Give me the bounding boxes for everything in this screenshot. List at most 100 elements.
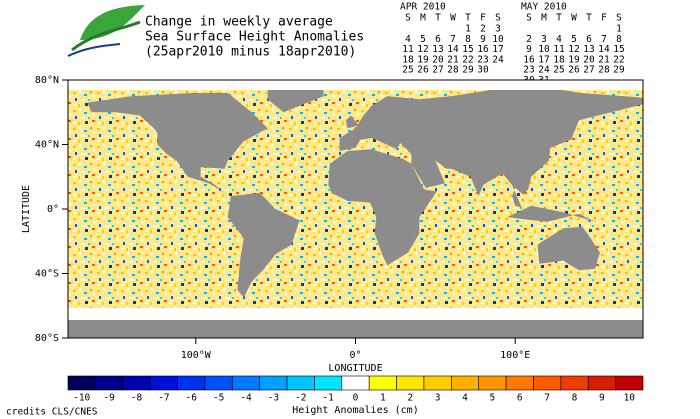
weekday: S <box>616 13 622 24</box>
weekday: W <box>450 13 456 24</box>
y-tick-label: 80°N <box>35 75 59 86</box>
colorbar-swatch <box>533 375 562 391</box>
weekday: T <box>556 13 562 24</box>
colorbar-label: 3 <box>435 393 441 404</box>
colorbar-label: -8 <box>131 393 143 404</box>
colorbar-label: 7 <box>544 393 550 404</box>
y-tick-label: 0° <box>47 204 59 215</box>
calendar-day: 27 <box>583 65 594 76</box>
calendar-day: 28 <box>598 65 610 76</box>
colorbar-label: -5 <box>213 393 224 404</box>
calendar-day: 18 <box>402 54 414 65</box>
title-line: Sea Surface Height Anomalies <box>145 30 364 45</box>
weekday: S <box>495 13 501 24</box>
colorbar-label: 4 <box>462 393 468 404</box>
calendar-day: 17 <box>538 54 549 65</box>
colorbar-label: 8 <box>572 393 578 404</box>
calendar-day: 12 <box>568 44 579 55</box>
y-axis-label: LATITUDE <box>21 185 32 233</box>
colorbar-label: -1 <box>322 393 334 404</box>
colorbar-label: 5 <box>490 393 496 404</box>
colorbar-swatch <box>505 375 534 391</box>
calendar-day: 9 <box>526 44 532 55</box>
calendar-day: 5 <box>420 34 426 45</box>
no-data-north <box>68 80 643 90</box>
land <box>537 226 600 271</box>
calendar-day: 16 <box>477 44 489 55</box>
calendar-day: 13 <box>583 44 594 55</box>
calendar-day: 19 <box>568 54 580 65</box>
calendar-day: 23 <box>477 54 488 65</box>
land <box>339 83 643 208</box>
colorbar-swatch <box>149 375 178 391</box>
calendar-day: 14 <box>447 44 459 55</box>
weekday: S <box>526 13 532 24</box>
colorbar-label: 2 <box>407 393 413 404</box>
no-data-south <box>68 308 643 320</box>
colorbar-label: -9 <box>103 393 115 404</box>
calendar-day: 11 <box>402 44 414 55</box>
calendar-day: 12 <box>417 44 428 55</box>
calendar-day: 24 <box>538 65 550 76</box>
colorbar-swatch <box>122 375 151 391</box>
calendar-day: 2 <box>480 24 486 35</box>
colorbar-title: Height Anomalies (cm) <box>292 405 418 416</box>
calendar-day: 18 <box>553 54 565 65</box>
colorbar-swatch <box>314 375 343 391</box>
weekday: T <box>586 13 592 24</box>
calendar-day: 16 <box>523 54 535 65</box>
calendar-day: 26 <box>417 65 429 76</box>
colorbar-label: 1 <box>380 393 386 404</box>
colorbar-label: -6 <box>185 393 197 404</box>
land <box>507 205 596 222</box>
colorbar-swatch <box>286 375 315 391</box>
weekday: F <box>480 13 486 24</box>
colorbar-label: -2 <box>295 393 306 404</box>
calendar-day: 5 <box>571 34 577 45</box>
land <box>227 192 300 298</box>
y-tick-label: 40°S <box>35 269 59 280</box>
calendar-day: 10 <box>492 34 504 45</box>
colorbar-swatch <box>478 375 507 391</box>
calendar-day: 17 <box>492 44 503 55</box>
weekday: S <box>405 13 411 24</box>
colorbar-swatch <box>341 375 370 391</box>
calendar-day: 4 <box>556 34 562 45</box>
x-tick-label: 100°W <box>181 350 212 361</box>
colorbar-swatch <box>615 375 644 391</box>
credits: credits CLS/CNES <box>6 407 98 418</box>
calendar-day: 21 <box>598 54 610 65</box>
calendar-day: 30 <box>477 65 489 76</box>
colorbar-swatch <box>204 375 233 391</box>
calendar-day: 29 <box>613 65 625 76</box>
antarctica <box>68 320 643 338</box>
calendar-day: 4 <box>405 34 411 45</box>
colorbar-swatch <box>368 375 397 391</box>
colorbar-label: -3 <box>268 393 279 404</box>
weekday: F <box>601 13 607 24</box>
colorbar-swatch <box>259 375 288 391</box>
calendar-day: 26 <box>568 65 580 76</box>
colorbar-swatch <box>560 375 589 391</box>
calendar-day: 15 <box>613 44 624 55</box>
calendar-day: 27 <box>432 65 443 76</box>
calendar-day: 2 <box>526 34 532 45</box>
calendar-day: 20 <box>432 54 444 65</box>
weekday: T <box>435 13 441 24</box>
colorbar-label: -7 <box>158 393 169 404</box>
calendar-title: APR 2010 <box>400 2 446 13</box>
calendar-day: 21 <box>447 54 459 65</box>
land <box>87 92 268 197</box>
calendar-day: 3 <box>541 34 547 45</box>
calendar-title: MAY 2010 <box>521 2 567 13</box>
weekday: W <box>571 13 577 24</box>
calendar-day: 25 <box>402 65 413 76</box>
colorbar-swatch <box>587 375 616 391</box>
title-line: (25apr2010 minus 18apr2010) <box>145 45 356 60</box>
calendar-day: 15 <box>462 44 473 55</box>
calendar-day: 13 <box>432 44 443 55</box>
calendar-day: 1 <box>616 24 622 35</box>
title-line: Change in weekly average <box>145 15 333 30</box>
calendar-day: 7 <box>450 34 456 45</box>
